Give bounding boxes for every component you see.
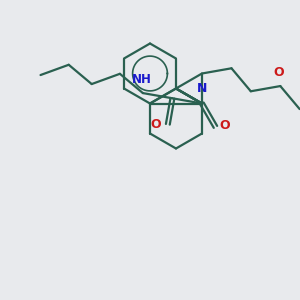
Text: O: O <box>151 118 161 131</box>
Text: N: N <box>197 82 207 95</box>
Text: NH: NH <box>131 73 151 85</box>
Text: O: O <box>219 119 230 132</box>
Text: O: O <box>274 66 284 79</box>
